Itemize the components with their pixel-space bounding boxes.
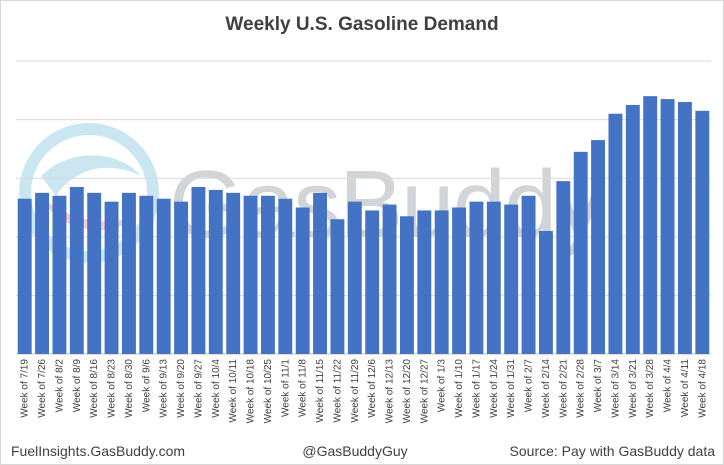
x-tick-label: Week of 12/20 [402, 359, 413, 424]
x-tick-labels: Week of 7/19 Week of 7/26 Week of 8/2 Week … [20, 359, 709, 424]
bar [486, 201, 501, 354]
bar [608, 113, 623, 355]
bar [417, 210, 432, 354]
bar [573, 151, 588, 354]
x-tick-label: Week of 4/4 [663, 359, 674, 413]
x-tick-label: Week of 11/15 [315, 359, 326, 423]
bar [260, 195, 275, 354]
bar [677, 102, 692, 355]
x-tick-label: Week of 2/7 [524, 359, 535, 413]
x-tick-label: Week of 1/31 [506, 359, 517, 418]
x-tick-label: Week of 8/30 [124, 359, 135, 418]
x-tick-label: Week of 11/29 [350, 359, 361, 423]
bar [35, 192, 50, 354]
x-tick-label: Week of 12/27 [419, 359, 430, 424]
x-tick-label: Week of 12/13 [385, 359, 396, 424]
bar [591, 140, 606, 354]
x-tick-label: Week of 3/28 [645, 359, 656, 418]
x-tick-label: Week of 11/1 [280, 359, 291, 417]
bar [382, 204, 397, 354]
bar [695, 110, 710, 354]
bar [52, 195, 67, 354]
x-tick-label: Week of 7/19 [20, 359, 31, 418]
bar [69, 186, 84, 354]
x-tick-label: Week of 1/3 [437, 359, 448, 413]
bar [469, 201, 484, 354]
x-tick-label: Week of 1/24 [489, 359, 500, 418]
x-tick-label: Week of 7/26 [37, 359, 48, 418]
x-tick-label: Week of 8/23 [107, 359, 118, 418]
x-tick-label: Week of 2/21 [558, 359, 569, 418]
bar [139, 195, 154, 354]
bar [556, 181, 571, 354]
footer-right-text: Source: Pay with GasBuddy data [510, 443, 716, 459]
footer-left-text: FuelInsights.GasBuddy.com [11, 443, 185, 459]
x-tick-label: Week of 10/11 [228, 359, 239, 423]
bar [121, 192, 136, 354]
x-tick-label: Week of 10/18 [246, 359, 257, 424]
bar [104, 201, 119, 354]
x-tick-label: Week of 11/22 [332, 359, 343, 423]
bar [521, 195, 536, 354]
x-tick-label: Week of 8/9 [72, 359, 83, 413]
bar [295, 207, 310, 354]
bar [278, 198, 293, 354]
x-tick-label: Week of 8/2 [54, 359, 65, 413]
bar [243, 195, 258, 354]
bar [226, 192, 241, 354]
x-tick-label: Week of 9/6 [141, 359, 152, 413]
bar [538, 230, 553, 354]
bar [399, 216, 414, 354]
x-tick-label: Week of 12/6 [367, 359, 378, 418]
bar [347, 201, 362, 354]
x-tick-label: Week of 11/8 [298, 359, 309, 417]
bar [504, 204, 519, 354]
bar [313, 192, 328, 354]
bar [660, 99, 675, 354]
x-tick-label: Week of 2/28 [576, 359, 587, 418]
x-tick-label: Week of 9/13 [159, 359, 170, 418]
x-tick-label: Week of 1/17 [471, 359, 482, 418]
x-tick-label: Week of 10/4 [211, 359, 222, 418]
x-tick-label: Week of 9/20 [176, 359, 187, 418]
x-tick-label: Week of 3/14 [610, 359, 621, 418]
bar [330, 219, 345, 354]
x-tick-label: Week of 9/27 [193, 359, 204, 418]
bar [17, 198, 32, 354]
x-tick-label: Week of 8/16 [89, 359, 100, 418]
bar [625, 104, 640, 354]
chart-title: Weekly U.S. Gasoline Demand [225, 14, 498, 35]
footer: FuelInsights.GasBuddy.com @GasBuddyGuy S… [11, 443, 715, 459]
x-tick-label: Week of 1/10 [454, 359, 465, 418]
bars [17, 96, 710, 355]
bar [191, 186, 206, 354]
bar [208, 189, 223, 354]
footer-center-text: @GasBuddyGuy [302, 443, 407, 459]
x-tick-label: Week of 3/21 [628, 359, 639, 418]
x-tick-label: Week of 2/14 [541, 359, 552, 418]
x-tick-label: Week of 3/7 [593, 359, 604, 413]
bar [365, 210, 380, 354]
bar [434, 210, 449, 354]
bar [156, 198, 171, 354]
bar [452, 207, 467, 354]
bar [643, 96, 658, 354]
x-tick-label: Week of 4/11 [680, 359, 691, 417]
x-tick-label: Week of 4/18 [697, 359, 708, 418]
bar [87, 192, 102, 354]
bar [174, 201, 189, 354]
x-tick-label: Week of 10/25 [263, 359, 274, 424]
